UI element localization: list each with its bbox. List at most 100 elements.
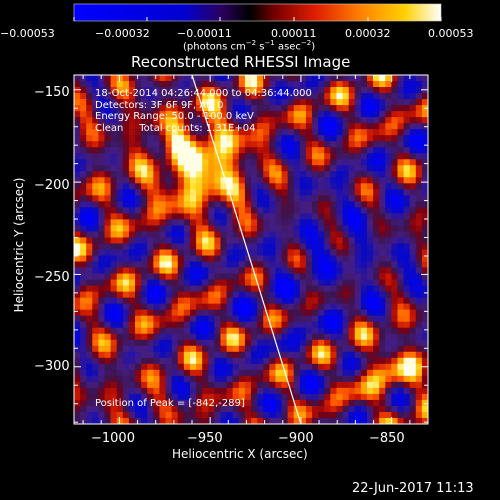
heatmap-cell	[232, 405, 240, 413]
heatmap-cell	[342, 369, 350, 377]
heatmap-cell	[116, 213, 124, 221]
heatmap-cell	[128, 375, 136, 383]
heatmap-cell	[208, 153, 215, 160]
heatmap-cell	[147, 417, 154, 424]
heatmap-cell	[360, 315, 368, 323]
heatmap-cell	[183, 351, 191, 359]
heatmap-cell	[135, 303, 142, 311]
heatmap-cell	[385, 255, 392, 263]
heatmap-cell	[220, 267, 228, 275]
heatmap-cell	[366, 405, 374, 413]
heatmap-cell	[135, 93, 142, 100]
heatmap-cell	[244, 237, 252, 245]
heatmap-cell	[214, 147, 222, 154]
heatmap-cell	[202, 273, 209, 281]
heatmap-cell	[379, 375, 386, 383]
heatmap-cell	[324, 189, 331, 196]
heatmap-cell	[116, 141, 124, 148]
heatmap-cell	[74, 81, 81, 88]
heatmap-cell	[153, 405, 161, 413]
heatmap-cell	[342, 291, 350, 299]
heatmap-cell	[324, 171, 331, 178]
heatmap-cell	[122, 333, 130, 341]
heatmap-cell	[159, 363, 167, 371]
heatmap-cell	[287, 309, 295, 317]
heatmap-cell	[257, 345, 264, 353]
heatmap-cell	[92, 255, 100, 263]
heatmap-cell	[293, 345, 301, 353]
heatmap-cell	[312, 141, 319, 148]
heatmap-cell	[98, 345, 106, 353]
heatmap-cell	[324, 165, 331, 172]
heatmap-cell	[244, 99, 252, 106]
heatmap-cell	[183, 231, 191, 239]
heatmap-cell	[269, 123, 277, 130]
heatmap-cell	[80, 297, 87, 305]
heatmap-cell	[348, 75, 356, 82]
heatmap-cell	[269, 81, 277, 88]
heatmap-cell	[153, 291, 161, 299]
heatmap-cell	[305, 279, 313, 287]
heatmap-cell	[257, 225, 264, 233]
heatmap-cell	[104, 99, 112, 106]
heatmap-cell	[220, 315, 228, 323]
heatmap-cell	[183, 141, 191, 148]
heatmap-cell	[293, 315, 301, 323]
heatmap-cell	[409, 207, 417, 214]
heatmap-cell	[165, 393, 173, 401]
heatmap-cell	[141, 165, 148, 172]
heatmap-cell	[92, 87, 100, 94]
heatmap-cell	[104, 339, 112, 347]
heatmap-cell	[116, 411, 124, 419]
heatmap-cell	[257, 267, 264, 275]
heatmap-cell	[318, 105, 325, 112]
heatmap-cell	[80, 201, 87, 208]
heatmap-cell	[257, 111, 264, 118]
heatmap-cell	[269, 237, 277, 245]
heatmap-cell	[196, 153, 203, 160]
heatmap-cell	[281, 285, 289, 293]
heatmap-cell	[373, 141, 380, 148]
heatmap-cell	[360, 195, 368, 202]
heatmap-cell	[379, 387, 386, 395]
heatmap-cell	[98, 327, 106, 335]
heatmap-cell	[202, 219, 209, 227]
heatmap-cell	[147, 279, 154, 287]
heatmap-cell	[251, 93, 258, 100]
heatmap-cell	[263, 177, 270, 184]
heatmap-cell	[263, 357, 270, 365]
heatmap-cell	[171, 405, 179, 413]
heatmap-cell	[421, 279, 428, 287]
heatmap-cell	[391, 147, 399, 154]
heatmap-cell	[409, 303, 417, 311]
heatmap-cell	[232, 231, 240, 239]
heatmap-cell	[244, 213, 252, 221]
heatmap-cell	[354, 327, 362, 335]
heatmap-cell	[391, 381, 399, 389]
heatmap-cell	[421, 393, 428, 401]
heatmap-cell	[373, 201, 380, 208]
heatmap-cell	[135, 213, 142, 221]
heatmap-cell	[415, 267, 423, 275]
heatmap-cell	[354, 123, 362, 130]
heatmap-cell	[92, 93, 100, 100]
heatmap-cell	[220, 81, 228, 88]
heatmap-cell	[159, 405, 167, 413]
heatmap-cell	[92, 123, 100, 130]
heatmap-cell	[318, 75, 325, 82]
heatmap-cell	[257, 387, 264, 395]
heatmap-cell	[409, 93, 417, 100]
heatmap-cell	[202, 399, 209, 407]
heatmap-cell	[189, 183, 197, 190]
heatmap-cell	[122, 297, 130, 305]
heatmap-cell	[299, 111, 307, 118]
heatmap-cell	[336, 117, 344, 124]
heatmap-cell	[220, 213, 228, 221]
heatmap-cell	[189, 315, 197, 323]
heatmap-cell	[330, 249, 338, 257]
heatmap-cell	[324, 159, 331, 166]
heatmap-cell	[122, 231, 130, 239]
heatmap-cell	[244, 231, 252, 239]
heatmap-cell	[226, 75, 234, 82]
heatmap-cell	[409, 297, 417, 305]
